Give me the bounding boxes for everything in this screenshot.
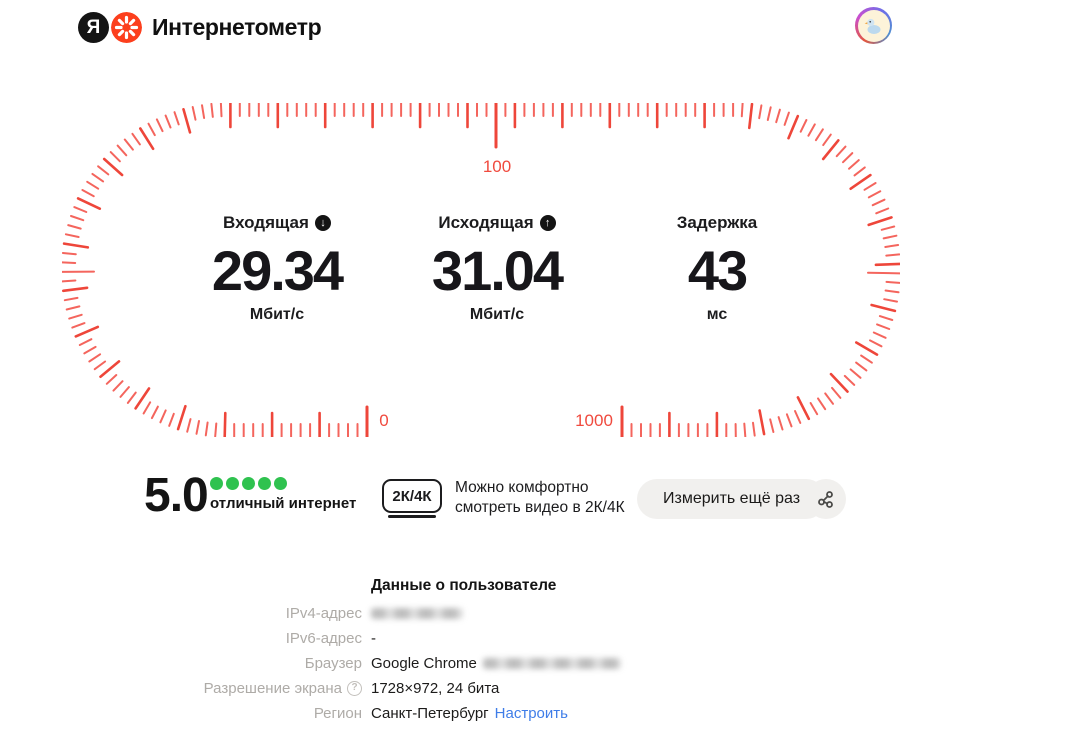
- rating-dot: [258, 477, 271, 490]
- rating-dot: [210, 477, 223, 490]
- yandex-logo-icon: Я: [78, 12, 109, 43]
- quality-badge-label: 2К/4К: [392, 487, 432, 505]
- table-row-region: Регион Санкт-Петербург Настроить: [0, 701, 700, 726]
- download-speed-unit: Мбит/с: [249, 306, 305, 323]
- rating-dot: [274, 477, 287, 490]
- monitor-badge-base: [388, 515, 436, 518]
- latency-value: 43: [687, 239, 748, 302]
- gauge-scale-mid: 100: [483, 157, 511, 176]
- user-data-title: Данные о пользователе: [371, 577, 557, 594]
- rating-dot: [226, 477, 239, 490]
- metric-latency: Задержка 43 мс: [607, 213, 827, 324]
- header-logo[interactable]: Я Интернетометр: [78, 12, 322, 43]
- app-title: Интернетометр: [152, 14, 322, 40]
- download-speed-value: 29.34: [211, 239, 344, 302]
- measure-again-button[interactable]: Измерить ещё раз: [637, 479, 827, 519]
- gauge-scale-end: 1000: [575, 411, 613, 430]
- table-row-ipv4: IPv4-адрес: [0, 601, 700, 626]
- browser-version-hidden-value: [482, 658, 621, 669]
- monitor-badge-icon: 2К/4К: [382, 479, 442, 513]
- avatar-duck-icon: [857, 9, 890, 42]
- rating-dots: [210, 477, 356, 490]
- share-icon: [818, 491, 833, 508]
- help-icon[interactable]: ?: [347, 681, 362, 696]
- browser-label: Браузер: [304, 655, 362, 672]
- avatar[interactable]: [855, 7, 892, 44]
- speed-gauge: 0 100 1000: [62, 103, 900, 437]
- rating-dot: [242, 477, 255, 490]
- ipv6-label: IPv6-адрес: [285, 630, 362, 647]
- gauge-scale-start: 0: [379, 411, 388, 430]
- quality-description: Можно комфортно смотреть видео в 2К/4К: [455, 478, 625, 518]
- quality-description-line1: Можно комфортно: [455, 479, 589, 496]
- rating-caption: отличный интернет: [210, 495, 357, 512]
- metric-download-label: Входящая: [223, 213, 309, 232]
- resolution-label: Разрешение экрана: [203, 680, 342, 697]
- region-value: Санкт-Петербург: [371, 705, 489, 722]
- measure-again-label: Измерить ещё раз: [663, 490, 801, 507]
- latency-unit: мс: [706, 306, 728, 323]
- ipv4-label: IPv4-адрес: [285, 605, 362, 622]
- table-row-resolution: Разрешение экрана ? 1728×972, 24 бита: [0, 676, 700, 701]
- metrics-row: Входящая ↓ 29.34 Мбит/с Исходящая ↑ 31.0…: [167, 213, 827, 324]
- table-row-ipv6: IPv6-адрес -: [0, 626, 700, 651]
- internetometer-logo-icon: [111, 12, 142, 43]
- browser-value: Google Chrome: [371, 655, 477, 672]
- rating-score: 5.0: [144, 469, 209, 522]
- ipv6-value: -: [371, 630, 376, 647]
- rating-details: отличный интернет: [210, 477, 356, 512]
- ipv4-hidden-value: [371, 608, 463, 619]
- metric-download: Входящая ↓ 29.34 Мбит/с: [167, 213, 387, 324]
- upload-speed-unit: Мбит/с: [469, 306, 525, 323]
- metric-latency-label: Задержка: [676, 213, 758, 232]
- quality-description-line2: смотреть видео в 2К/4К: [455, 499, 625, 516]
- region-label: Регион: [313, 705, 362, 722]
- metric-upload: Исходящая ↑ 31.04 Мбит/с: [387, 213, 607, 324]
- resolution-value: 1728×972, 24 бита: [371, 680, 500, 697]
- share-button[interactable]: [806, 479, 846, 519]
- region-configure-link[interactable]: Настроить: [494, 705, 568, 722]
- gauge-ticks: [62, 103, 900, 437]
- upload-icon: ↑: [539, 215, 556, 231]
- metric-upload-label: Исходящая: [438, 213, 534, 232]
- download-icon: ↓: [314, 215, 331, 231]
- upload-speed-value: 31.04: [431, 239, 564, 302]
- table-row-browser: Браузер Google Chrome: [0, 651, 700, 676]
- user-data-table: IPv4-адрес IPv6-адрес - Браузер Google C…: [0, 601, 700, 726]
